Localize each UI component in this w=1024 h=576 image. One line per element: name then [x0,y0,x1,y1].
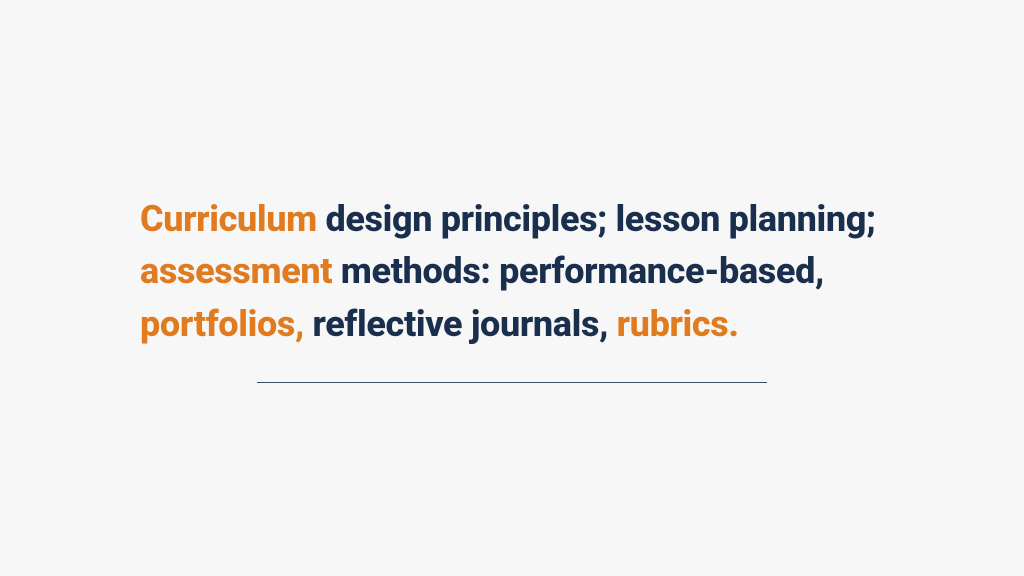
segment-curriculum: Curriculum [140,198,325,240]
segment-assessment: assessment [140,250,341,292]
segment-rubrics: rubrics. [617,303,739,345]
slide-text: Curriculum design principles; lesson pla… [140,193,884,350]
segment-methods: methods: performance-based, [341,250,824,292]
segment-reflective: reflective journals, [313,303,617,345]
divider-rule [257,382,767,383]
segment-portfolios: portfolios, [140,303,313,345]
segment-design-principles: design principles; lesson planning; [325,198,875,240]
